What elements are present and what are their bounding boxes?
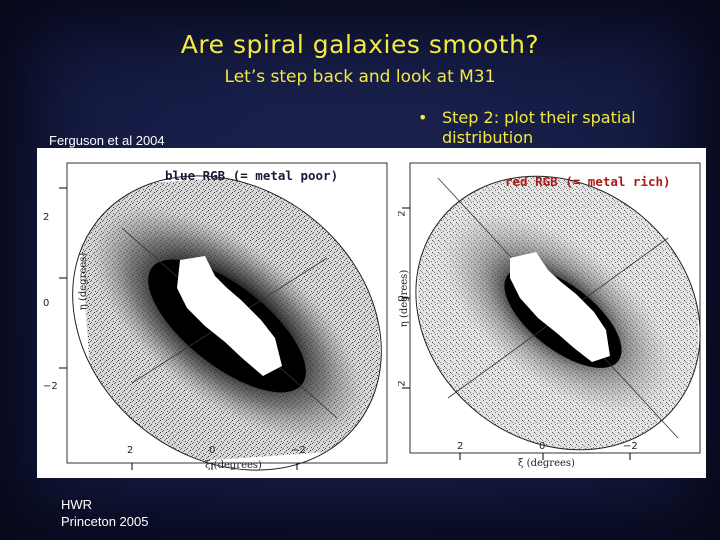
left-x-tick-middle: 0 — [209, 445, 216, 456]
bullet-marker: • — [418, 108, 428, 127]
blue-rgb-star-map — [59, 162, 388, 471]
right-x-tick-left: 2 — [457, 441, 464, 452]
footer-credit: HWR Princeton 2005 — [61, 496, 148, 530]
left-y-tick-middle: 0 — [43, 298, 50, 309]
citation: Ferguson et al 2004 — [49, 133, 165, 148]
slide-title: Are spiral galaxies smooth? — [180, 30, 540, 59]
bullet-text: Step 2: plot their spatial distribution — [442, 108, 636, 147]
blue-rgb-map-panel: blue RGB (= metal poor) η (degrees) ξ (d… — [37, 148, 402, 478]
right-y-tick-bottom: 2 — [398, 380, 408, 386]
footer-author: HWR — [61, 497, 93, 512]
red-rgb-map-panel: red RGB (= metal rich) η (degrees) ξ (de… — [398, 148, 706, 478]
right-y-tick-top: 2 — [398, 210, 408, 216]
left-x-tick-right: −2 — [291, 445, 306, 456]
slide-subtitle: Let’s step back and look at M31 — [224, 67, 496, 87]
left-x-tick-left: 2 — [127, 445, 134, 456]
blue-rgb-label: blue RGB (= metal poor) — [165, 168, 339, 183]
left-x-axis-title: ξ (degrees) — [205, 460, 262, 471]
right-y-tick-middle: 0 — [398, 295, 408, 301]
red-rgb-star-map — [402, 162, 701, 460]
left-y-tick-top: 2 — [43, 212, 50, 223]
left-y-tick-bottom: −2 — [43, 381, 58, 392]
right-x-tick-right: −2 — [623, 441, 638, 452]
red-rgb-label: red RGB (= metal rich) — [505, 174, 671, 189]
left-y-axis-title: η (degrees) — [78, 252, 90, 311]
footer-venue-year: Princeton 2005 — [61, 514, 149, 529]
right-x-axis-title: ξ (degrees) — [518, 458, 575, 469]
right-x-tick-middle: 0 — [539, 441, 546, 452]
